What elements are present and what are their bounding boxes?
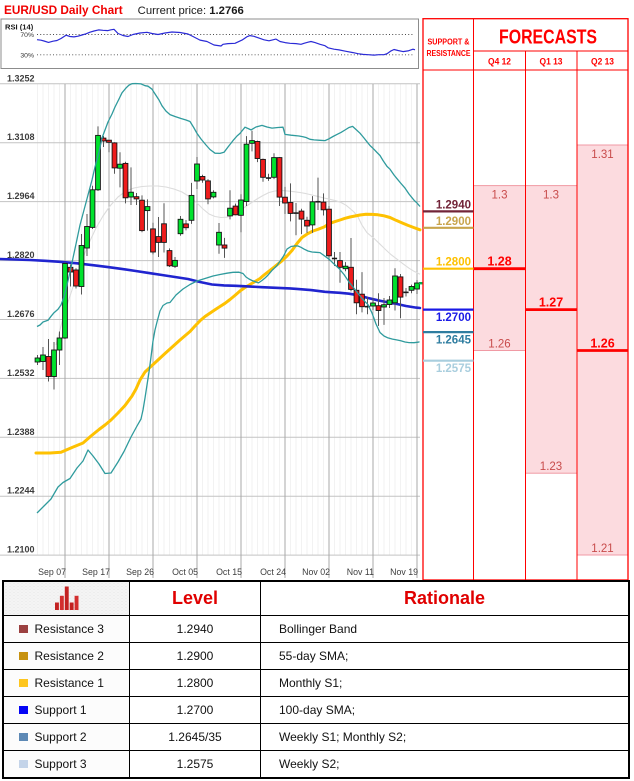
svg-text:30%: 30% [20, 53, 34, 60]
svg-text:1.26: 1.26 [488, 339, 510, 351]
svg-text:Sep 07: Sep 07 [38, 567, 66, 577]
svg-text:1.2388: 1.2388 [7, 427, 35, 437]
svg-text:1.3: 1.3 [543, 190, 559, 202]
svg-text:1.2900: 1.2900 [436, 216, 471, 228]
svg-text:Sep 17: Sep 17 [82, 567, 110, 577]
svg-text:Sep 26: Sep 26 [126, 567, 154, 577]
svg-text:Nov 11: Nov 11 [347, 567, 374, 577]
svg-text:1.2100: 1.2100 [7, 545, 35, 555]
svg-text:RSI (14): RSI (14) [5, 23, 34, 32]
svg-text:1.27: 1.27 [539, 296, 563, 310]
svg-text:Oct 15: Oct 15 [216, 567, 242, 577]
svg-text:Oct 05: Oct 05 [172, 567, 198, 577]
svg-text:1.3108: 1.3108 [7, 132, 35, 142]
svg-text:1.2244: 1.2244 [7, 486, 35, 496]
svg-text:RESISTANCE: RESISTANCE [427, 48, 471, 58]
svg-text:1.28: 1.28 [487, 255, 511, 269]
svg-text:FORECASTS: FORECASTS [499, 27, 597, 49]
svg-text:Q2 13: Q2 13 [591, 57, 614, 68]
svg-text:1.2940: 1.2940 [436, 199, 471, 211]
svg-text:70%: 70% [20, 32, 34, 39]
svg-text:1.2820: 1.2820 [7, 250, 35, 260]
svg-text:1.3252: 1.3252 [7, 73, 35, 83]
svg-text:1.2676: 1.2676 [7, 309, 35, 319]
svg-text:1.2700: 1.2700 [436, 312, 471, 324]
svg-text:1.23: 1.23 [540, 461, 562, 473]
svg-text:1.31: 1.31 [591, 149, 613, 161]
svg-text:Oct 24: Oct 24 [260, 567, 286, 577]
svg-text:1.26: 1.26 [590, 337, 614, 351]
svg-text:1.2800: 1.2800 [436, 257, 471, 269]
svg-text:Q4 12: Q4 12 [488, 57, 511, 68]
svg-text:SUPPORT &: SUPPORT & [428, 37, 470, 47]
svg-text:1.21: 1.21 [591, 543, 613, 555]
svg-text:Q1 13: Q1 13 [540, 57, 563, 68]
svg-text:1.3: 1.3 [492, 190, 508, 202]
svg-text:Nov 02: Nov 02 [302, 567, 330, 577]
svg-text:1.2575: 1.2575 [436, 363, 472, 375]
svg-text:1.2645: 1.2645 [436, 335, 472, 347]
svg-text:1.2532: 1.2532 [7, 368, 35, 378]
svg-text:Nov 19: Nov 19 [390, 567, 418, 577]
svg-text:1.2964: 1.2964 [7, 191, 35, 201]
